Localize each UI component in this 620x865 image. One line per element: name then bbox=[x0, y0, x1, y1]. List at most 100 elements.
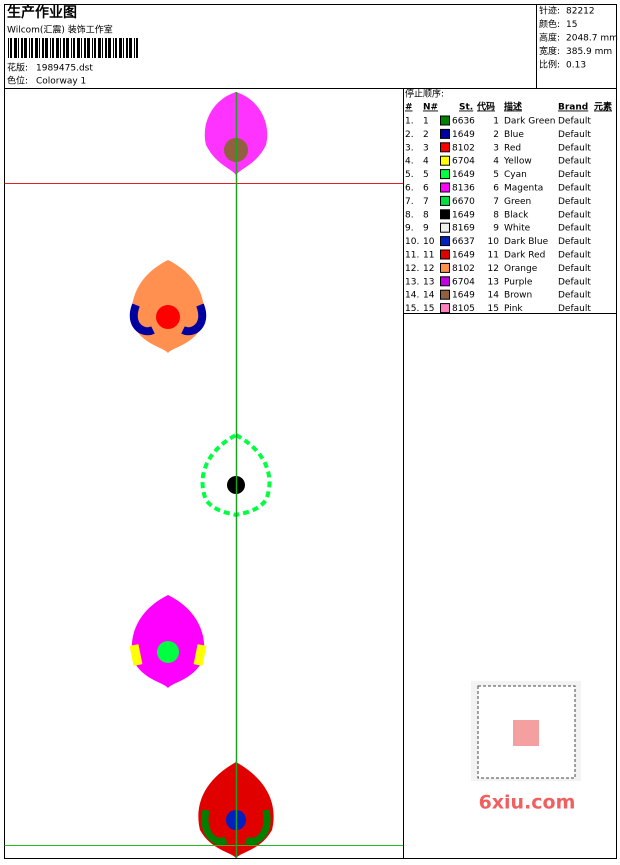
table-caption: 停止顺序: bbox=[405, 88, 444, 100]
barcode-bar bbox=[18, 38, 19, 58]
barcode-bar bbox=[87, 38, 90, 58]
column-header: N# bbox=[423, 103, 438, 113]
motif bbox=[129, 260, 207, 353]
barcode-bar bbox=[92, 38, 93, 58]
needle: 9 bbox=[423, 224, 429, 234]
barcode-bar bbox=[56, 38, 59, 58]
barcode-bar bbox=[66, 38, 69, 58]
row-index: 14. bbox=[405, 291, 419, 301]
description: Black bbox=[504, 210, 529, 220]
column-header: 代码 bbox=[476, 101, 495, 113]
description: Magenta bbox=[504, 184, 543, 194]
needle: 15 bbox=[423, 304, 434, 314]
description: Cyan bbox=[504, 170, 527, 180]
stat-label: 针迹: bbox=[539, 5, 560, 17]
row-index: 12. bbox=[405, 264, 419, 274]
barcode-bar bbox=[108, 38, 111, 58]
needle: 12 bbox=[423, 264, 434, 274]
stitch-count: 8136 bbox=[452, 184, 475, 194]
brand: Default bbox=[558, 184, 591, 194]
column-header: Brand bbox=[558, 103, 588, 113]
color-swatch bbox=[440, 115, 450, 126]
color-swatch bbox=[440, 276, 450, 287]
needle: 14 bbox=[423, 291, 435, 301]
barcode-bar bbox=[21, 38, 23, 58]
needle: 13 bbox=[423, 277, 434, 287]
brand: Default bbox=[558, 130, 591, 140]
brand: Default bbox=[558, 304, 591, 314]
color-swatch bbox=[440, 249, 450, 260]
brand: Default bbox=[558, 251, 591, 261]
barcode-bar bbox=[71, 38, 72, 58]
company: Wilcom(汇震) 装饰工作室 bbox=[7, 24, 113, 36]
barcode-bar bbox=[60, 38, 61, 58]
stitch-count: 8105 bbox=[452, 304, 475, 314]
description: Blue bbox=[504, 130, 524, 140]
barcode-bar bbox=[31, 38, 33, 58]
color-swatch bbox=[440, 169, 450, 180]
description: Dark Green bbox=[504, 117, 555, 127]
barcode-bar bbox=[136, 38, 138, 58]
code: 11 bbox=[488, 251, 499, 261]
column-header: # bbox=[405, 103, 413, 113]
row-index: 8. bbox=[405, 210, 414, 220]
stat-value: 2048.7 mm bbox=[566, 34, 618, 44]
barcode-bar bbox=[134, 38, 135, 58]
stitch-count: 6636 bbox=[452, 117, 475, 127]
description: Brown bbox=[504, 291, 532, 301]
barcode-bar bbox=[115, 38, 117, 58]
row-index: 7. bbox=[405, 197, 414, 207]
stitch-count: 1649 bbox=[452, 170, 475, 180]
stitch-count: 8102 bbox=[452, 143, 475, 153]
color-swatch bbox=[440, 209, 450, 220]
design-preview bbox=[4, 92, 403, 858]
row-index: 11. bbox=[405, 251, 419, 261]
brand: Default bbox=[558, 143, 591, 153]
color-swatch bbox=[440, 262, 450, 273]
description: Pink bbox=[504, 304, 523, 314]
description: Purple bbox=[504, 277, 533, 287]
needle: 6 bbox=[423, 184, 429, 194]
color-swatch bbox=[440, 222, 450, 233]
code: 3 bbox=[493, 143, 499, 153]
barcode-bar bbox=[39, 38, 40, 58]
description: Yellow bbox=[503, 157, 532, 167]
barcode-bar bbox=[119, 38, 122, 58]
stitch-count: 6704 bbox=[452, 157, 475, 167]
code: 14 bbox=[488, 291, 500, 301]
barcode-bar bbox=[73, 38, 75, 58]
barcode-bar bbox=[35, 38, 38, 58]
barcode-bar bbox=[81, 38, 82, 58]
needle: 4 bbox=[423, 157, 429, 167]
barcode-bar bbox=[94, 38, 96, 58]
row-index: 10. bbox=[405, 237, 419, 247]
needle: 10 bbox=[423, 237, 435, 247]
row-index: 6. bbox=[405, 184, 414, 194]
stat-label: 宽度: bbox=[539, 45, 560, 57]
barcode-bar bbox=[45, 38, 48, 58]
barcode bbox=[8, 38, 138, 58]
code: 6 bbox=[493, 184, 499, 194]
stitch-count: 1649 bbox=[452, 291, 475, 301]
description: Dark Blue bbox=[504, 237, 549, 247]
thread-table: 停止顺序: # N# St. 代码 描述 Brand 元素 1. 1 6636 1 Dark Green… bbox=[405, 88, 612, 315]
barcode-bar bbox=[50, 38, 51, 58]
stitch-count: 1649 bbox=[452, 251, 475, 261]
brand: Default bbox=[558, 197, 591, 207]
barcode-bar bbox=[102, 38, 103, 58]
color-swatch bbox=[440, 142, 450, 153]
brand: Default bbox=[558, 157, 591, 167]
row-index: 5. bbox=[405, 170, 414, 180]
color-swatch bbox=[440, 128, 450, 139]
stitch-count: 6670 bbox=[452, 197, 475, 207]
stitch-count: 8169 bbox=[452, 224, 475, 234]
needle: 8 bbox=[423, 210, 429, 220]
barcode-bar bbox=[126, 38, 128, 58]
code: 12 bbox=[488, 264, 499, 274]
barcode-bar bbox=[24, 38, 27, 58]
qr-watermark bbox=[471, 681, 581, 781]
stitch-count: 8102 bbox=[452, 264, 475, 274]
code: 7 bbox=[493, 197, 499, 207]
row-index: 15. bbox=[405, 304, 419, 314]
